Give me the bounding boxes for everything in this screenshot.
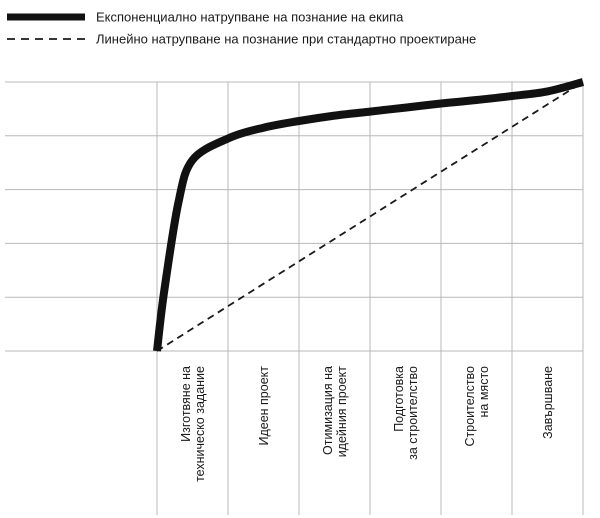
x-tick-label-line: Завършване [541, 366, 555, 439]
x-tick-label-line: Строителство [463, 366, 477, 447]
x-tick-label: Идеен проект [257, 366, 271, 446]
x-tick-label-line: техническо задание [193, 366, 207, 482]
x-tick-label: Изготвяне на техническо задание [179, 366, 207, 482]
x-tick-label-line: Идеен проект [257, 366, 271, 446]
x-tick-label-line: Отимизация на [321, 366, 335, 455]
x-tick-label: Строителство на място [463, 366, 491, 447]
grid [5, 81, 584, 515]
x-tick-label: Отимизация на идейния проект [321, 366, 349, 458]
series-line-exponential [153, 78, 585, 352]
x-tick-labels: Изготвяне на техническо задание Идеен прое… [179, 366, 555, 482]
x-tick-label-line: за строителство [406, 366, 420, 460]
legend-label: Експоненциално натрупване на познание на… [96, 10, 404, 25]
x-tick-label-line: Изготвяне на [179, 366, 193, 442]
x-tick-label: Подготовка за строителство [392, 366, 420, 460]
legend-label: Линейно натрупване на познание при станд… [96, 32, 476, 47]
legend: Експоненциално натрупване на познание на… [7, 10, 476, 47]
x-tick-label-line: на място [477, 366, 491, 418]
x-tick-label: Завършване [541, 366, 555, 439]
x-tick-label-line: Подготовка [392, 366, 406, 432]
series-lines [153, 78, 585, 352]
x-tick-label-line: идейния проект [335, 366, 349, 458]
